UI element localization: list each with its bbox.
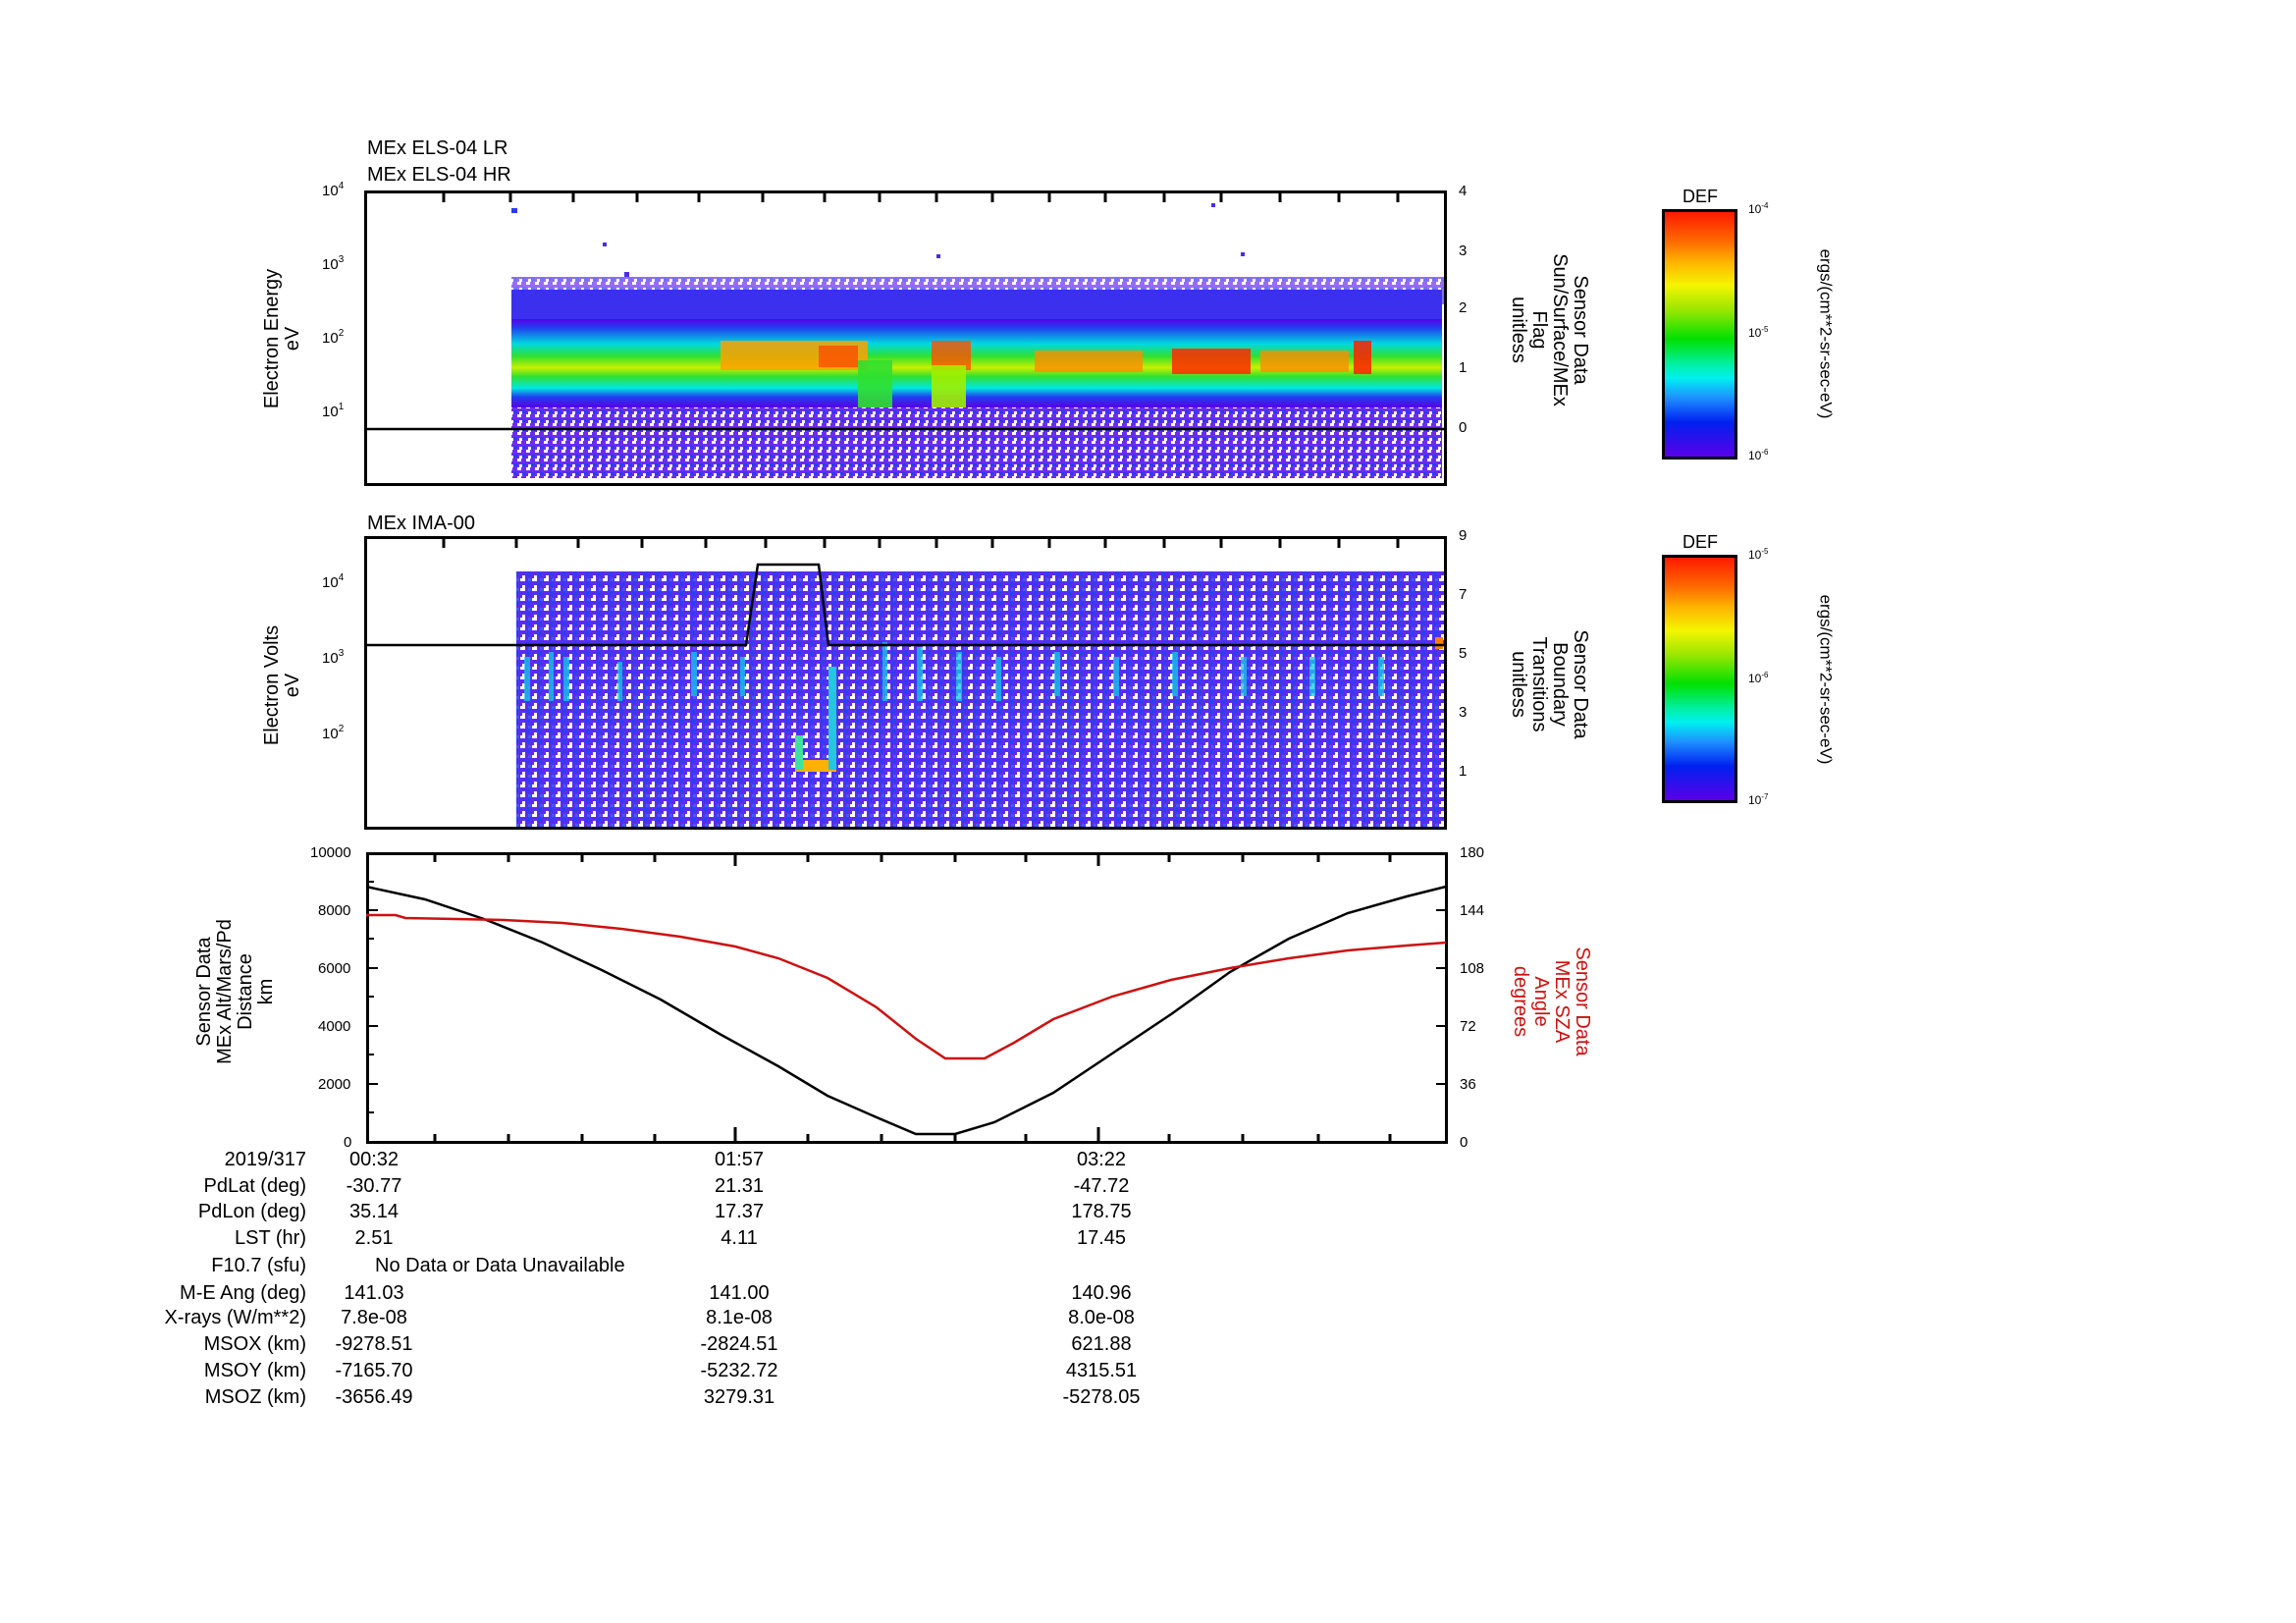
row-value: 01:57 xyxy=(714,1149,765,1170)
row-value: 140.96 xyxy=(1071,1282,1132,1304)
row-value: -2824.51 xyxy=(700,1333,778,1355)
els-ytick-1e4: 104 xyxy=(322,181,345,199)
orbit-ytick-4000: 4000 xyxy=(318,1018,351,1035)
els-colorbar-max: 10-4 xyxy=(1748,201,1769,216)
els-ytick-1e1: 101 xyxy=(322,402,345,420)
els-ytick-1e3: 103 xyxy=(322,254,345,273)
ima-y2tick-3: 3 xyxy=(1459,704,1468,721)
els-title-lr: MEx ELS-04 LR xyxy=(367,137,508,159)
ima-colorbar-units: ergs/(cm**2-sr-sec-eV) xyxy=(1816,594,1836,765)
els-title-hr: MEx ELS-04 HR xyxy=(367,164,511,186)
altitude-series xyxy=(365,885,1447,1136)
orbit-y2tick-144: 144 xyxy=(1460,902,1485,919)
els-spectrogram-panel xyxy=(364,190,1447,486)
row-value: -5232.72 xyxy=(700,1360,778,1381)
row-value: 03:22 xyxy=(1076,1149,1127,1170)
row-label: PdLat (deg) xyxy=(203,1175,306,1197)
row-value: -9278.51 xyxy=(335,1333,413,1355)
els-colorbar-title: DEF xyxy=(1682,187,1718,206)
els-spectrogram xyxy=(367,193,1444,478)
orbit-y2tick-108: 108 xyxy=(1460,960,1485,977)
orbit-y2-axis-label: Sensor Data MEx SZA Angle degrees xyxy=(1510,947,1593,1056)
orbit-y-axis-label: Sensor Data MEx Alt/Mars/Pd Distance km xyxy=(193,919,277,1064)
orbit-ytick-0: 0 xyxy=(344,1134,352,1151)
row-value: 8.0e-08 xyxy=(1068,1307,1135,1328)
row-value: 21.31 xyxy=(714,1175,765,1197)
ima-colorbar xyxy=(1662,555,1737,803)
row-value: 141.03 xyxy=(344,1282,404,1304)
row-value: -30.77 xyxy=(346,1175,402,1197)
orbit-y2tick-36: 36 xyxy=(1460,1076,1476,1093)
row-label: X-rays (W/m**2) xyxy=(164,1307,306,1328)
ima-spectrogram xyxy=(367,539,1444,827)
ima-ytick-1e3: 103 xyxy=(322,648,345,667)
els-y2tick-1: 1 xyxy=(1459,359,1468,376)
els-y2tick-3: 3 xyxy=(1459,243,1468,259)
row-value: 17.45 xyxy=(1076,1227,1127,1249)
els-y2tick-0: 0 xyxy=(1459,419,1468,436)
ima-y2-axis-label: Sensor Data Boundary Transitions unitless xyxy=(1508,629,1591,739)
els-y2-axis-label: Sensor Data Sun/Surface/MEx Flag unitless xyxy=(1508,253,1591,406)
orbit-ytick-6000: 6000 xyxy=(318,960,351,977)
orbit-line-chart xyxy=(365,852,1448,1144)
orbit-y2tick-72: 72 xyxy=(1460,1018,1476,1035)
orbit-y2tick-0: 0 xyxy=(1460,1134,1468,1151)
row-value: 8.1e-08 xyxy=(706,1307,773,1328)
row-value: -7165.70 xyxy=(335,1360,413,1381)
row-value: 621.88 xyxy=(1071,1333,1132,1355)
ima-spectrogram-panel xyxy=(364,536,1447,830)
row-label: F10.7 (sfu) xyxy=(211,1255,306,1276)
row-value: 4315.51 xyxy=(1065,1360,1138,1381)
ima-y2tick-1: 1 xyxy=(1459,763,1468,780)
ima-ytick-1e4: 104 xyxy=(322,572,345,591)
row-label: PdLon (deg) xyxy=(197,1201,306,1222)
els-colorbar-min: 10-6 xyxy=(1748,448,1769,462)
els-y2tick-4: 4 xyxy=(1459,183,1468,199)
orbit-ytick-2000: 2000 xyxy=(318,1076,351,1093)
row-value: 178.75 xyxy=(1071,1201,1132,1222)
sza-series xyxy=(366,913,1447,1060)
orbit-ytick-8000: 8000 xyxy=(318,902,351,919)
ima-colorbar-mid: 10-6 xyxy=(1748,671,1769,685)
ima-title: MEx IMA-00 xyxy=(367,513,476,534)
ephemeris-table: 2019/317 00:32 01:57 03:22 PdLat (deg) -… xyxy=(71,1149,1249,1424)
row-label: M-E Ang (deg) xyxy=(180,1282,306,1304)
els-ytick-1e2: 102 xyxy=(322,328,345,347)
row-label: LST (hr) xyxy=(235,1227,306,1249)
row-label: MSOY (km) xyxy=(203,1360,306,1381)
orbit-ytick-10000: 10000 xyxy=(310,844,351,861)
ima-colorbar-max: 10-5 xyxy=(1748,547,1769,562)
els-colorbar xyxy=(1662,209,1737,460)
ima-colorbar-title: DEF xyxy=(1682,532,1718,552)
row-value: 141.00 xyxy=(709,1282,770,1304)
orbit-y2tick-180: 180 xyxy=(1460,844,1485,861)
ima-y-axis-label: Electron Volts eV xyxy=(261,624,303,746)
ima-y2tick-9: 9 xyxy=(1459,527,1468,544)
row-value: 17.37 xyxy=(714,1201,765,1222)
els-colorbar-units: ergs/(cm**2-sr-sec-eV) xyxy=(1816,248,1836,419)
row-value: -3656.49 xyxy=(335,1386,413,1408)
row-value: 3279.31 xyxy=(703,1386,775,1408)
row-label: MSOX (km) xyxy=(203,1333,306,1355)
ima-y2tick-5: 5 xyxy=(1459,645,1468,662)
ima-ytick-1e2: 102 xyxy=(322,724,345,742)
els-y-axis-label: Electron Energy eV xyxy=(261,268,303,409)
row-value: 7.8e-08 xyxy=(341,1307,407,1328)
row-value: 2.51 xyxy=(354,1227,394,1249)
row-label: 2019/317 xyxy=(224,1149,306,1170)
row-value: 35.14 xyxy=(348,1201,400,1222)
els-y2tick-2: 2 xyxy=(1459,299,1468,316)
row-value: -5278.05 xyxy=(1062,1386,1141,1408)
ima-y2tick-7: 7 xyxy=(1459,586,1468,603)
row-value: 4.11 xyxy=(721,1227,758,1249)
orbit-plot-panel xyxy=(365,852,1448,1144)
row-value: 00:32 xyxy=(348,1149,400,1170)
ima-colorbar-min: 10-7 xyxy=(1748,792,1769,807)
els-colorbar-mid: 10-5 xyxy=(1748,325,1769,340)
row-value: -47.72 xyxy=(1073,1175,1130,1197)
row-label: MSOZ (km) xyxy=(204,1386,306,1408)
f107-note: No Data or Data Unavailable xyxy=(375,1255,625,1276)
